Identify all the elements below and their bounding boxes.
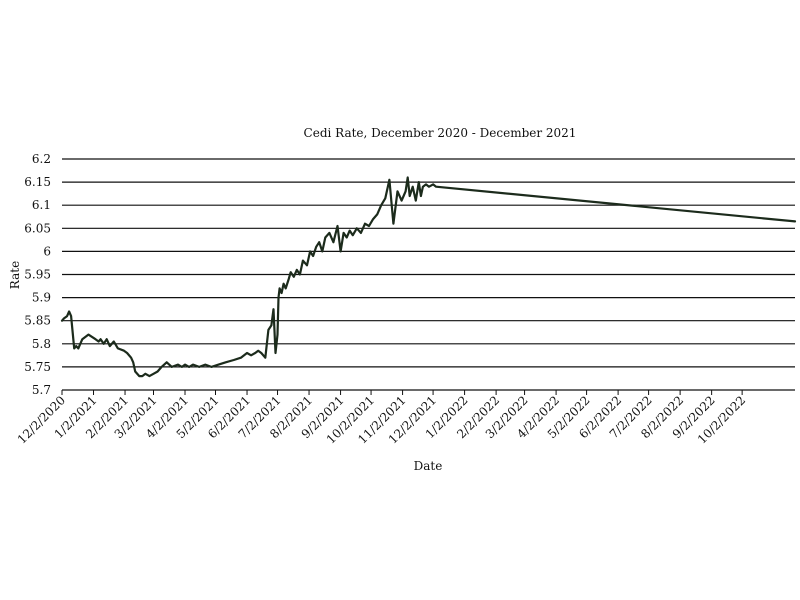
y-axis-ticks: 5.7 5.75 5.8 5.85 5.9 5.95 6 6.05 6.1 6.15 6.2 xyxy=(24,152,51,397)
y-tick-label: 5.9 xyxy=(32,291,51,305)
y-axis-label: Rate xyxy=(8,261,22,289)
chart-title: Cedi Rate, December 2020 - December 2021 xyxy=(304,126,577,140)
y-tick-label: 5.7 xyxy=(32,383,51,397)
y-tick-label: 5.95 xyxy=(24,268,51,282)
y-tick-label: 6.1 xyxy=(32,198,51,212)
y-tick-label: 6.05 xyxy=(24,221,51,235)
x-axis-label: Date xyxy=(414,459,443,473)
x-axis-ticks: 12/2/20201/2/20212/2/20213/2/20214/2/202… xyxy=(15,390,748,447)
y-tick-label: 6 xyxy=(43,244,51,258)
y-tick-label: 5.75 xyxy=(24,360,51,374)
series-line-cedi-rate xyxy=(60,176,797,378)
y-tick-label: 6.2 xyxy=(32,152,51,166)
y-tick-label: 5.8 xyxy=(32,337,51,351)
gridlines xyxy=(62,158,795,391)
y-tick-label: 5.85 xyxy=(24,314,51,328)
y-tick-label: 6.15 xyxy=(24,175,51,189)
